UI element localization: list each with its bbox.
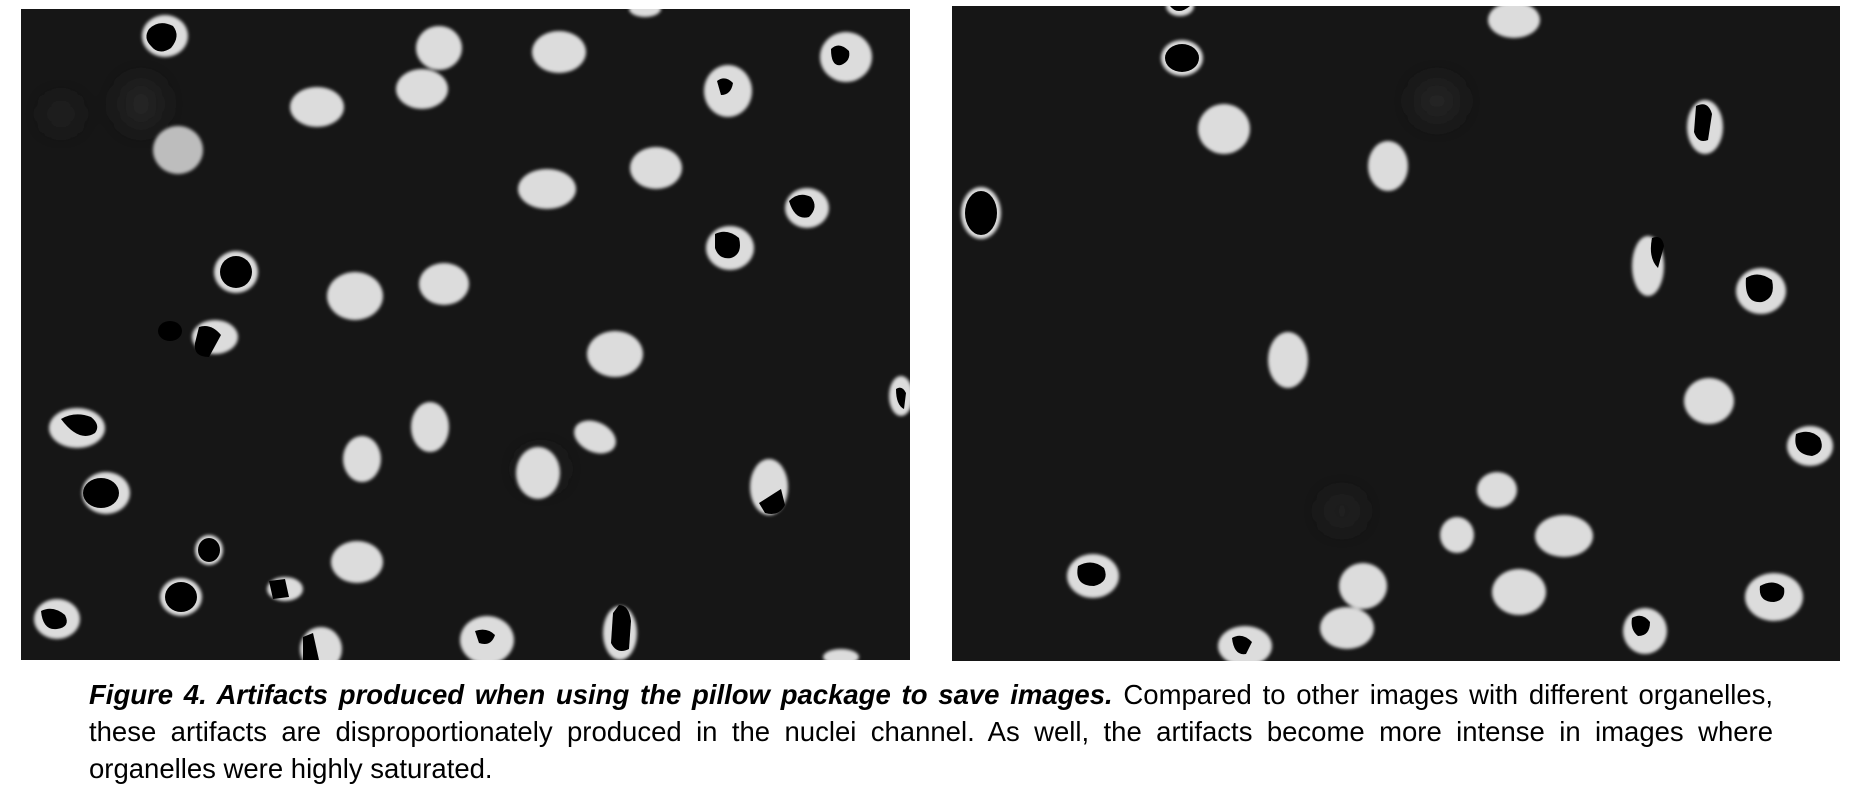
micrograph-left	[21, 9, 910, 660]
nuclei-image-right	[952, 6, 1840, 661]
figure-caption-lead: Figure 4. Artifacts produced when using …	[89, 679, 1113, 710]
nuclei-image-left	[21, 9, 910, 660]
figure-caption: Figure 4. Artifacts produced when using …	[89, 676, 1773, 787]
micrograph-right	[952, 6, 1840, 661]
figure-caption-body: Compared to other images with different …	[89, 679, 1774, 784]
